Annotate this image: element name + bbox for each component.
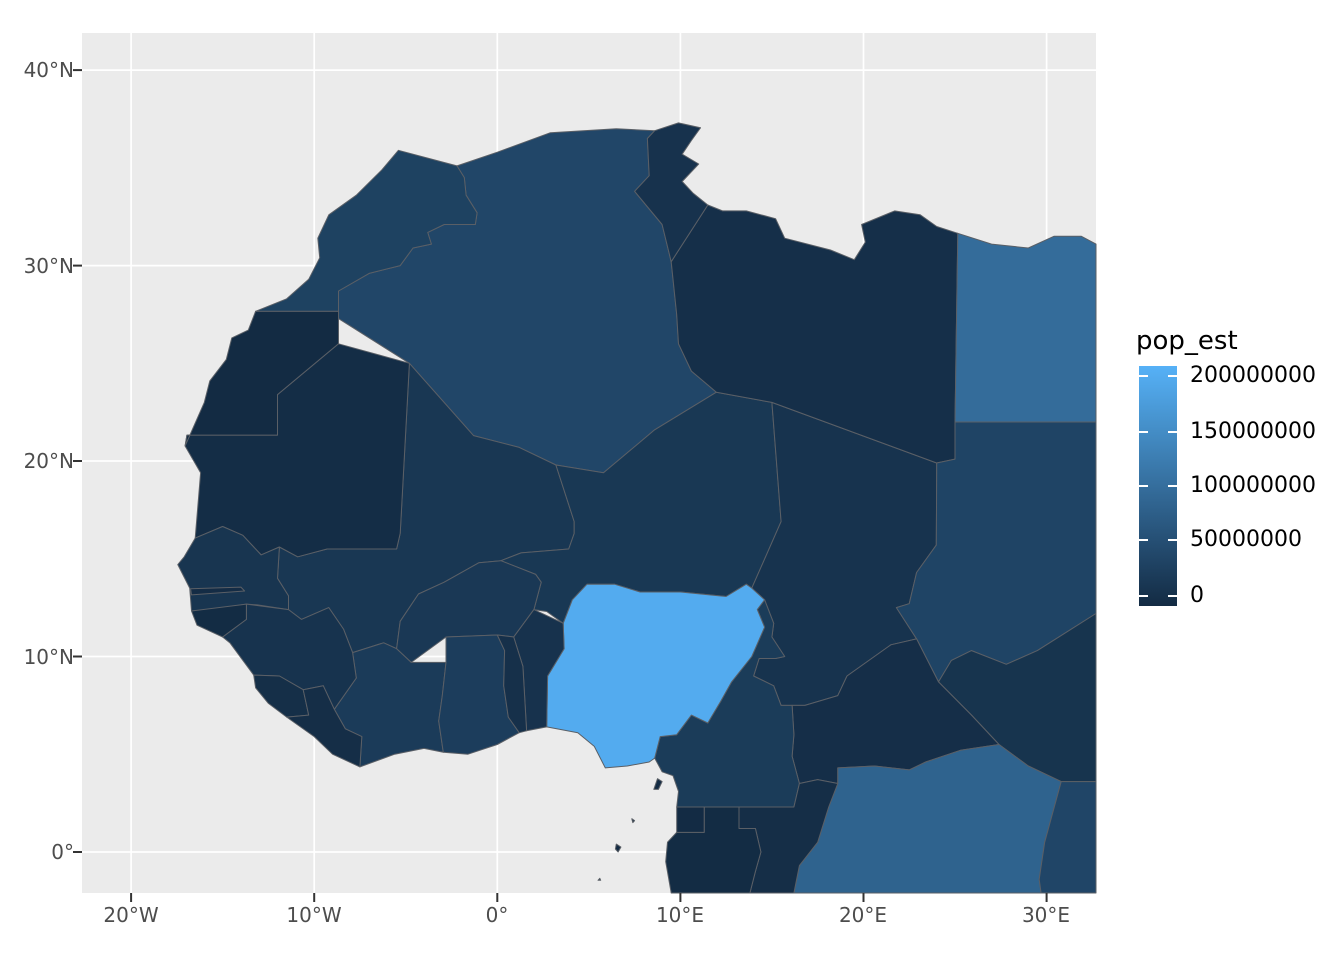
legend-title: pop_est bbox=[1136, 326, 1238, 356]
region-sao-tome-and-principe bbox=[614, 843, 622, 853]
y-tick-label-40n: 40°N bbox=[23, 58, 74, 82]
legend-tick-mark bbox=[1168, 485, 1177, 487]
x-tick-label-30e: 30°E bbox=[1021, 903, 1071, 927]
y-tick-label-10n: 10°N bbox=[23, 645, 74, 669]
legend-label-200m: 200000000 bbox=[1190, 363, 1316, 388]
x-tick-label-10e: 10°E bbox=[655, 903, 705, 927]
region-tunisia bbox=[634, 122, 709, 263]
region-equatorial-guinea bbox=[597, 877, 602, 881]
legend-label-150m: 150000000 bbox=[1190, 419, 1316, 444]
region-libya bbox=[670, 204, 959, 464]
x-tick-label-10w: 10°W bbox=[286, 903, 342, 927]
region-guinea-bissau bbox=[191, 603, 247, 638]
legend-tick-mark bbox=[1168, 431, 1177, 433]
legend-tick-mark bbox=[1139, 375, 1148, 377]
y-tick-label-20n: 20°N bbox=[23, 449, 74, 473]
legend-colorbar bbox=[1139, 366, 1177, 606]
x-tick-label-20e: 20°E bbox=[838, 903, 888, 927]
region-egypt bbox=[954, 232, 1097, 423]
region-morocco bbox=[255, 149, 478, 312]
legend-tick-mark bbox=[1168, 539, 1177, 541]
map-panel bbox=[73, 33, 1097, 902]
legend-tick-mark bbox=[1168, 595, 1177, 597]
region-sao-tome-and-principe bbox=[631, 818, 636, 824]
region-equatorial-guinea bbox=[653, 778, 663, 790]
y-tick-label-0: 0° bbox=[51, 840, 74, 864]
legend-label-50m: 50000000 bbox=[1190, 527, 1302, 552]
legend-tick-mark bbox=[1168, 375, 1177, 377]
region-nigeria bbox=[546, 583, 766, 769]
region-gambia bbox=[190, 586, 246, 596]
y-tick-label-30n: 30°N bbox=[23, 254, 74, 278]
region-uganda bbox=[1038, 781, 1097, 894]
x-tick-label-0: 0° bbox=[485, 903, 509, 927]
legend-tick-mark bbox=[1139, 539, 1148, 541]
legend-tick-mark bbox=[1139, 595, 1148, 597]
region-western-sahara bbox=[184, 310, 339, 447]
region-liberia bbox=[286, 685, 363, 768]
legend-label-0: 0 bbox=[1190, 583, 1204, 608]
legend-tick-mark bbox=[1139, 485, 1148, 487]
legend: pop_est 200000000 150000000 100000000 50… bbox=[1130, 326, 1344, 626]
region-equatorial-guinea bbox=[676, 806, 705, 833]
region-togo bbox=[496, 634, 528, 734]
legend-label-100m: 100000000 bbox=[1190, 473, 1316, 498]
legend-tick-mark bbox=[1139, 431, 1148, 433]
x-tick-label-20w: 20°W bbox=[103, 903, 159, 927]
